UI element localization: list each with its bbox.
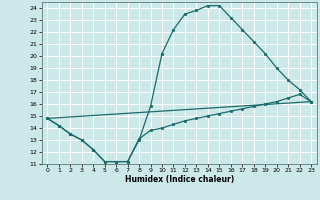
X-axis label: Humidex (Indice chaleur): Humidex (Indice chaleur) xyxy=(124,175,234,184)
